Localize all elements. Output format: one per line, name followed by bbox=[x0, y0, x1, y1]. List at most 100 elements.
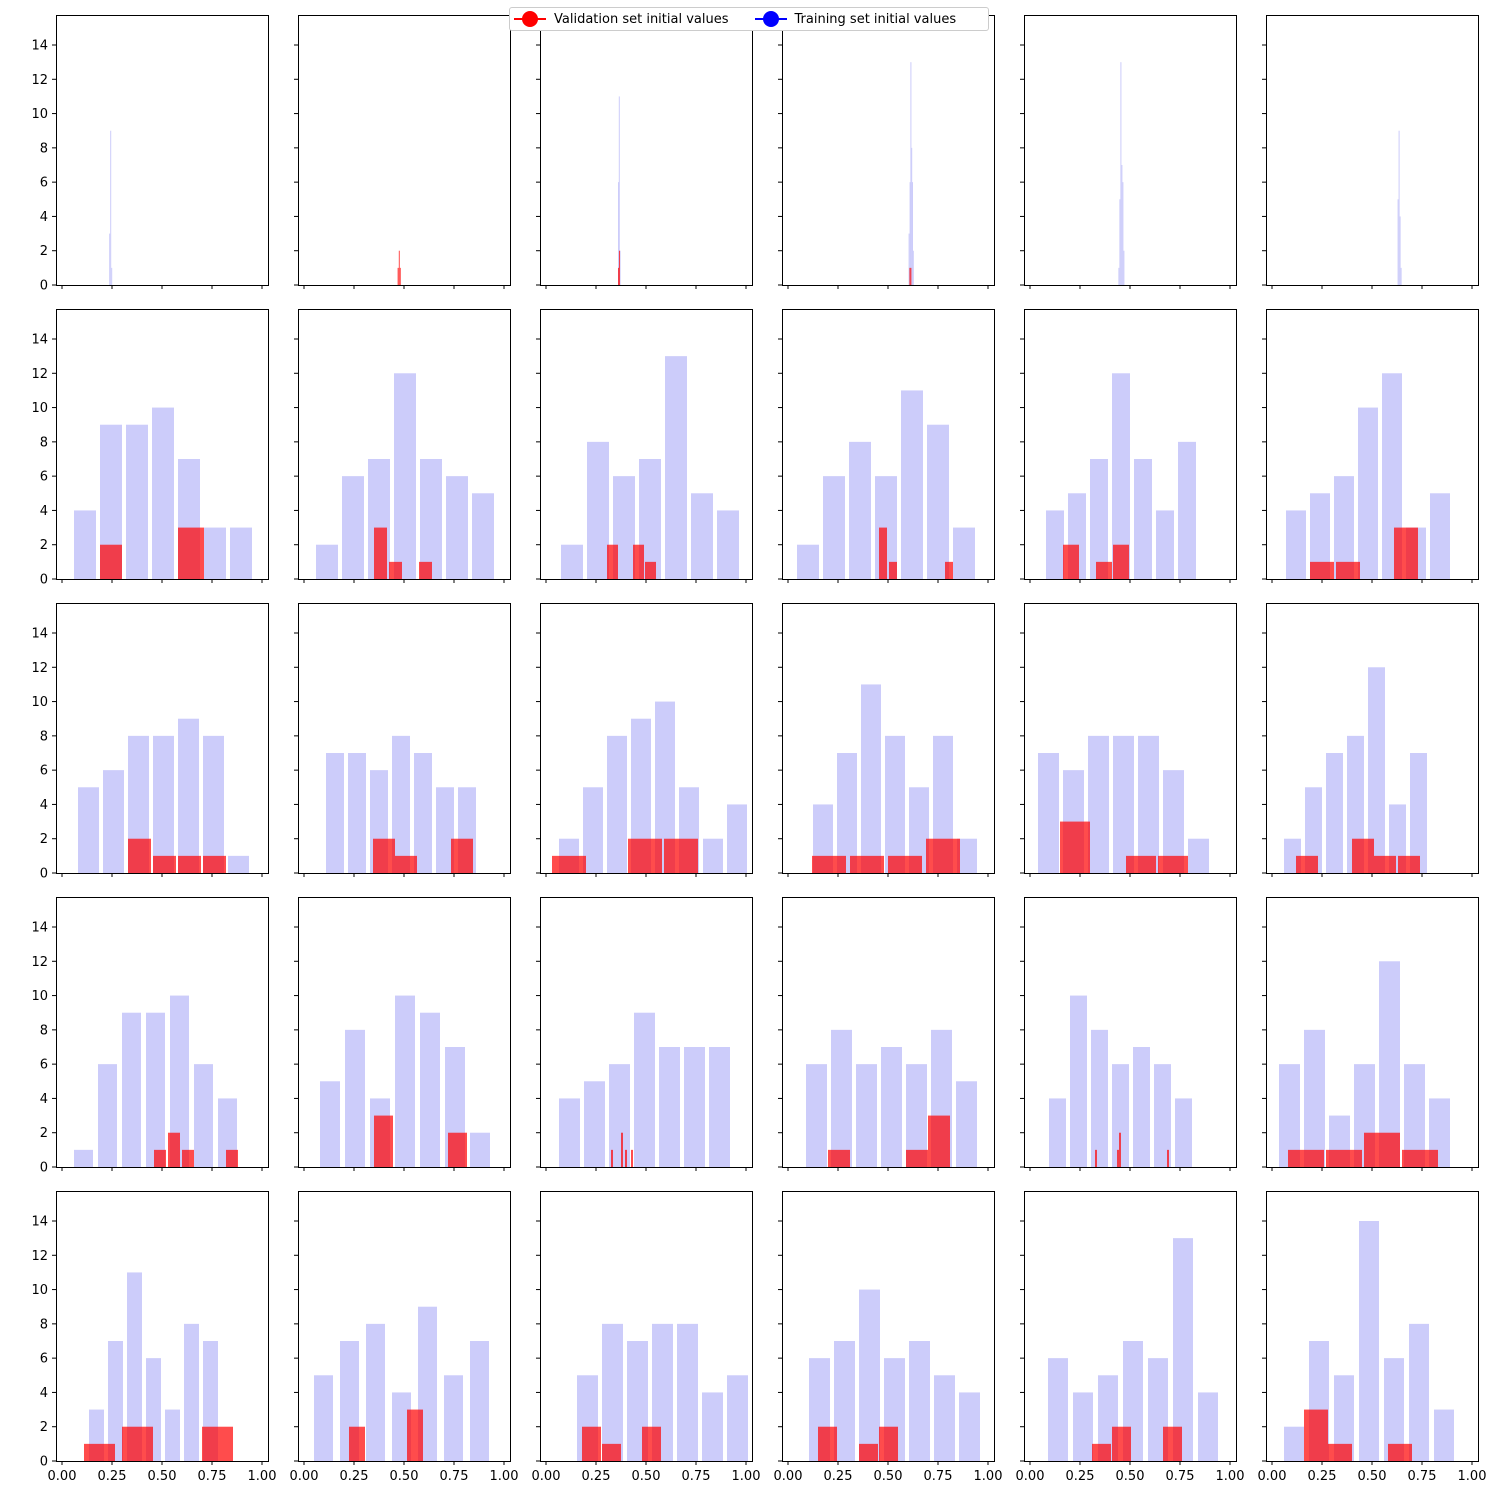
training-bar bbox=[1398, 130, 1400, 285]
validation-bar bbox=[122, 1426, 153, 1461]
y-tick-label: 14 bbox=[31, 39, 48, 54]
y-tick-label: 12 bbox=[31, 661, 48, 676]
validation-bar bbox=[1310, 561, 1334, 579]
training-bar bbox=[1133, 1047, 1150, 1167]
x-tick-label: 0.50 bbox=[1358, 1469, 1387, 1484]
histogram-panel: 0.00 0.25 0.50 0.75 1.00 bbox=[774, 1191, 1003, 1484]
histogram-panel bbox=[778, 603, 995, 877]
training-bar bbox=[1368, 667, 1385, 873]
training-bar bbox=[727, 1375, 748, 1461]
validation-bar bbox=[128, 838, 151, 873]
training-bar bbox=[602, 1323, 623, 1461]
training-bar bbox=[420, 459, 442, 579]
validation-bar bbox=[1398, 855, 1420, 873]
x-tick-label: 1.00 bbox=[248, 1469, 277, 1484]
training-bar bbox=[414, 753, 432, 873]
panel-frame bbox=[298, 15, 511, 286]
training-bar bbox=[797, 544, 819, 579]
histogram-panel bbox=[778, 897, 995, 1171]
training-bar bbox=[823, 476, 845, 579]
x-tick-label: 0.75 bbox=[1408, 1469, 1437, 1484]
training-bar bbox=[1088, 735, 1109, 873]
y-tick-label: 4 bbox=[40, 798, 48, 813]
y-tick-label: 8 bbox=[40, 1317, 48, 1332]
x-tick-label: 1.00 bbox=[1216, 1469, 1245, 1484]
validation-bar bbox=[1096, 561, 1112, 579]
x-tick-label: 1.00 bbox=[974, 1469, 1003, 1484]
training-bar bbox=[1173, 1238, 1193, 1461]
panel-frame bbox=[540, 15, 753, 286]
validation-bar bbox=[1296, 855, 1318, 873]
training-bar bbox=[345, 1029, 365, 1167]
training-bar bbox=[1046, 510, 1064, 579]
training-bar bbox=[1409, 1323, 1429, 1461]
y-tick-label: 6 bbox=[40, 176, 48, 191]
training-bar bbox=[1359, 1221, 1379, 1461]
training-bar bbox=[957, 838, 977, 873]
validation-bar bbox=[945, 561, 953, 579]
training-bar bbox=[837, 753, 857, 873]
y-tick-label: 6 bbox=[40, 470, 48, 485]
training-bar bbox=[100, 424, 122, 579]
x-tick-label: 0.00 bbox=[48, 1469, 77, 1484]
training-bar bbox=[909, 182, 911, 285]
histogram-panel bbox=[536, 309, 753, 583]
legend-label-training: Training set initial values bbox=[794, 11, 957, 27]
training-bar bbox=[849, 441, 871, 579]
panel-frame bbox=[1266, 15, 1479, 286]
y-tick-label: 10 bbox=[31, 1283, 48, 1298]
validation-bar bbox=[1352, 838, 1374, 873]
training-bar bbox=[583, 787, 603, 873]
training-bar bbox=[684, 1047, 705, 1167]
y-tick-label: 8 bbox=[40, 435, 48, 450]
y-tick-label: 4 bbox=[40, 504, 48, 519]
training-bar bbox=[1175, 1098, 1192, 1167]
validation-bar bbox=[349, 1426, 365, 1461]
training-bar bbox=[1379, 961, 1400, 1167]
training-bar bbox=[634, 1012, 655, 1167]
x-tick-label: 0.50 bbox=[632, 1469, 661, 1484]
validation-bar bbox=[1388, 1443, 1412, 1461]
training-bar bbox=[348, 753, 366, 873]
x-tick-label: 0.75 bbox=[924, 1469, 953, 1484]
histogram-panel bbox=[1262, 897, 1479, 1171]
histogram-panel bbox=[778, 309, 995, 583]
y-tick-label: 0 bbox=[40, 867, 48, 882]
legend-dot bbox=[522, 11, 538, 27]
validation-bar bbox=[1364, 1132, 1400, 1167]
y-tick-label: 2 bbox=[40, 1126, 48, 1141]
training-bar bbox=[122, 1012, 141, 1167]
validation-bar bbox=[1402, 1149, 1438, 1167]
validation-bar bbox=[154, 1149, 166, 1167]
x-tick-label: 0.75 bbox=[682, 1469, 711, 1484]
training-bar bbox=[909, 1341, 930, 1461]
validation-bar bbox=[582, 1426, 601, 1461]
y-tick-label: 10 bbox=[31, 695, 48, 710]
legend-dot bbox=[762, 11, 779, 27]
x-tick-label: 0.50 bbox=[390, 1469, 419, 1484]
validation-bar bbox=[645, 561, 656, 579]
training-bar bbox=[194, 1064, 213, 1167]
validation-bar bbox=[178, 855, 201, 873]
training-bar bbox=[1121, 165, 1123, 285]
training-bar bbox=[1122, 182, 1124, 285]
training-bar bbox=[834, 1341, 855, 1461]
training-bar bbox=[153, 735, 174, 873]
training-bar bbox=[228, 855, 249, 873]
training-bar bbox=[326, 753, 344, 873]
training-bar bbox=[392, 1392, 411, 1461]
training-bar bbox=[1305, 787, 1322, 873]
validation-bar bbox=[628, 838, 662, 873]
validation-bar bbox=[910, 267, 912, 285]
histogram-panel bbox=[294, 309, 511, 583]
training-bar bbox=[1120, 62, 1122, 286]
training-bar bbox=[126, 424, 148, 579]
histogram-panel: 0.00 0.25 0.50 0.75 1.00 bbox=[290, 1191, 518, 1484]
training-bar bbox=[1112, 1064, 1129, 1167]
validation-bar bbox=[1063, 544, 1079, 579]
training-bar bbox=[74, 1149, 93, 1167]
training-bar bbox=[691, 493, 713, 579]
training-bar bbox=[1154, 1064, 1171, 1167]
legend-label-validation: Validation set initial values bbox=[554, 11, 729, 27]
training-bar bbox=[108, 1341, 123, 1461]
